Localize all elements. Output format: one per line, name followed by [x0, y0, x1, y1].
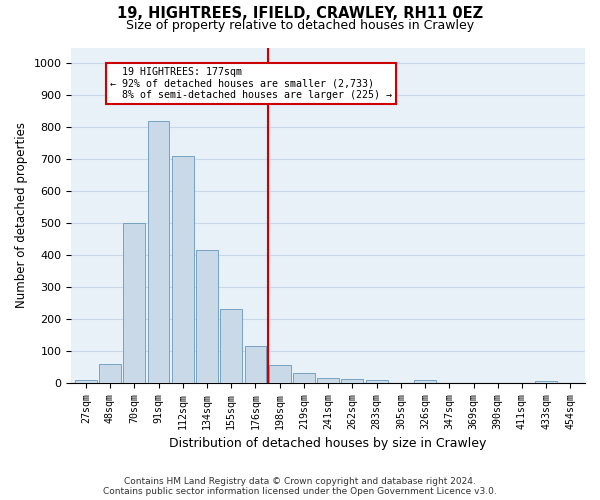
Bar: [148, 121, 169, 383]
Bar: [196, 250, 218, 383]
Bar: [99, 364, 121, 383]
Y-axis label: Number of detached properties: Number of detached properties: [15, 122, 28, 308]
Text: 19 HIGHTREES: 177sqm
← 92% of detached houses are smaller (2,733)
  8% of semi-d: 19 HIGHTREES: 177sqm ← 92% of detached h…: [110, 66, 392, 100]
Text: 19, HIGHTREES, IFIELD, CRAWLEY, RH11 0EZ: 19, HIGHTREES, IFIELD, CRAWLEY, RH11 0EZ: [117, 6, 483, 20]
Bar: [172, 156, 194, 383]
Text: Size of property relative to detached houses in Crawley: Size of property relative to detached ho…: [126, 19, 474, 32]
Bar: [535, 380, 557, 383]
Bar: [269, 364, 290, 383]
Bar: [75, 380, 97, 383]
Bar: [414, 380, 436, 383]
Text: Contains HM Land Registry data © Crown copyright and database right 2024.
Contai: Contains HM Land Registry data © Crown c…: [103, 476, 497, 496]
Bar: [124, 223, 145, 383]
X-axis label: Distribution of detached houses by size in Crawley: Distribution of detached houses by size …: [169, 437, 487, 450]
Bar: [365, 380, 388, 383]
Bar: [293, 372, 315, 383]
Bar: [317, 378, 339, 383]
Bar: [245, 346, 266, 383]
Bar: [341, 380, 363, 383]
Bar: [220, 310, 242, 383]
